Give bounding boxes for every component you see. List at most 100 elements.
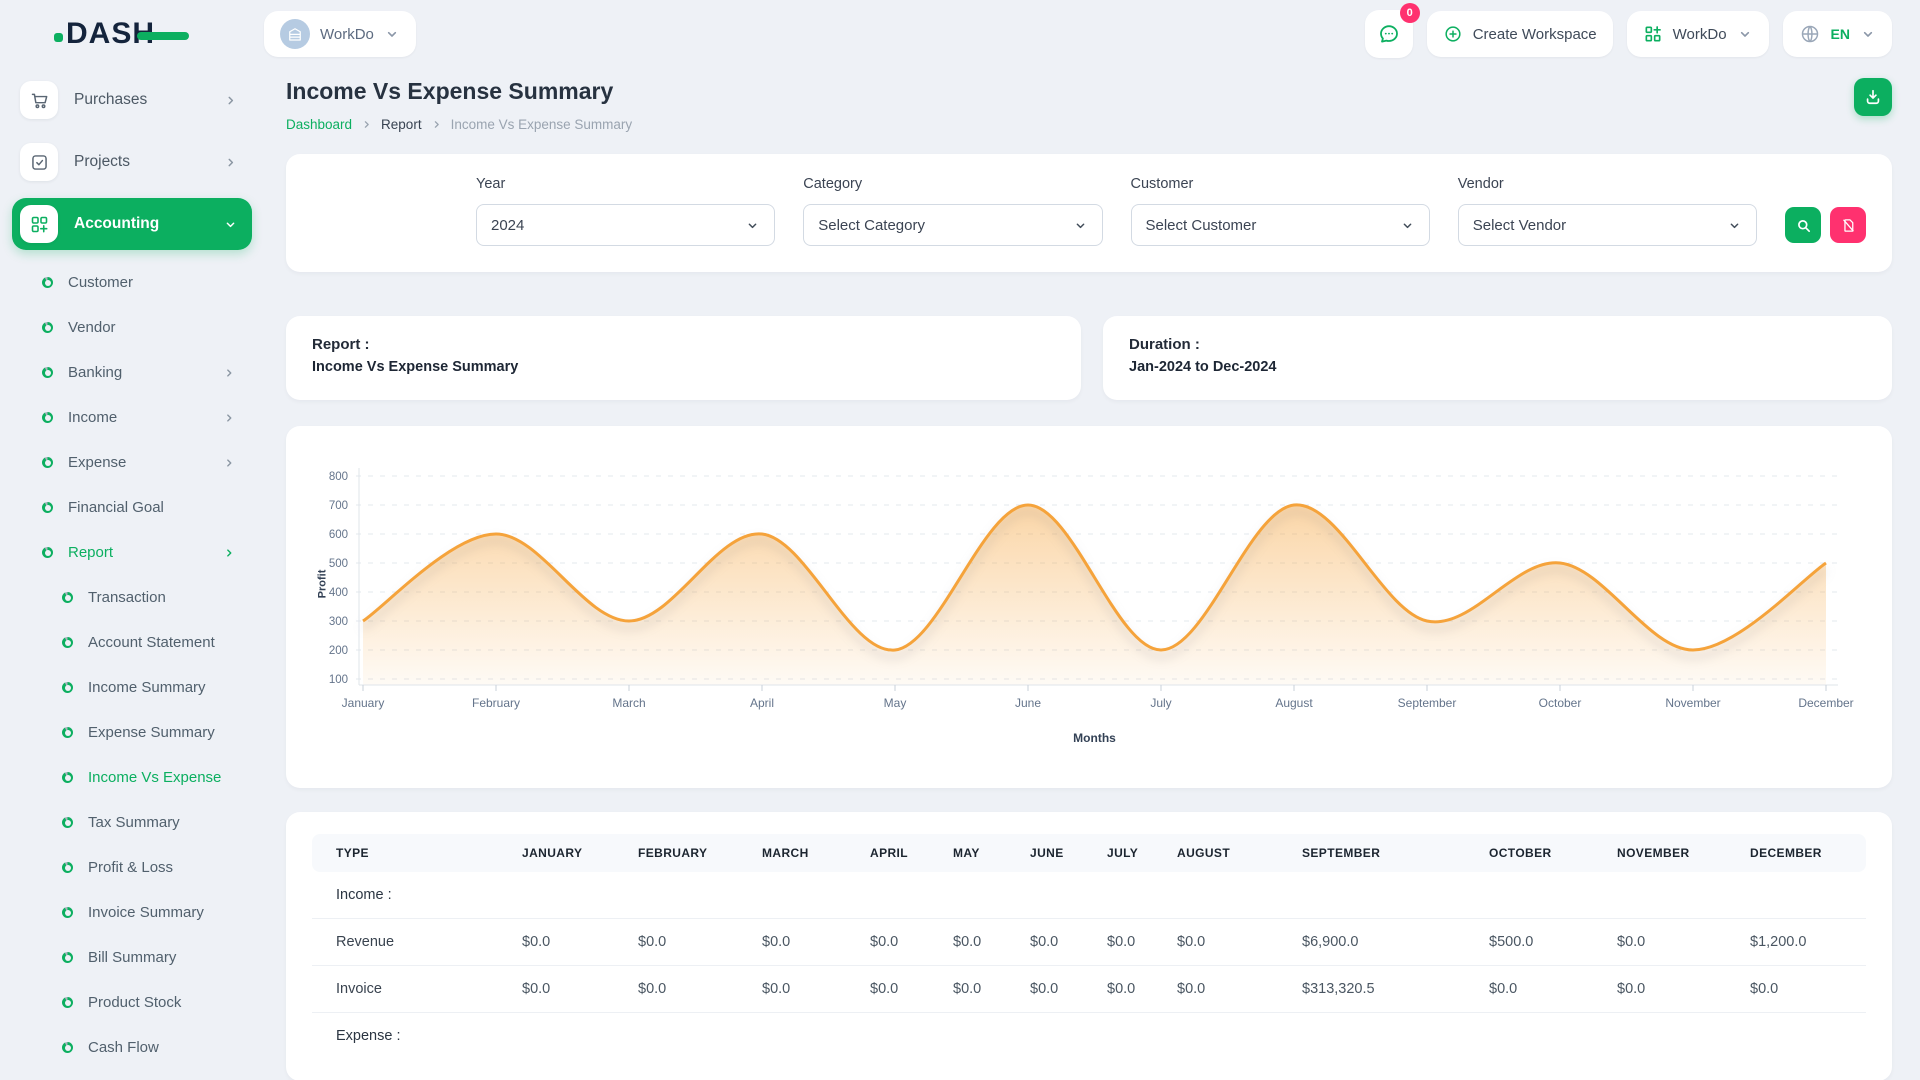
create-workspace-label: Create Workspace: [1473, 26, 1597, 43]
value-cell: $0.0: [754, 919, 862, 966]
value-cell: $0.0: [862, 919, 945, 966]
sidebar-item-banking[interactable]: Banking: [0, 350, 264, 395]
row-type-cell: Revenue: [312, 919, 514, 966]
sidebar-item-accounting[interactable]: Accounting: [12, 198, 252, 250]
chevron-down-icon: [1073, 218, 1088, 233]
svg-text:June: June: [1015, 696, 1041, 710]
value-cell: $1,200.0: [1742, 919, 1866, 966]
header-actions: 0 Create Workspace WorkDo EN: [1365, 10, 1892, 58]
value-cell: $0.0: [1742, 966, 1866, 1013]
sidebar-item-label: Income: [68, 409, 207, 426]
breadcrumb-item[interactable]: Dashboard: [286, 117, 352, 132]
bullet-icon: [42, 502, 53, 513]
sidebar-item-label: Expense Summary: [88, 724, 236, 741]
sidebar-item-income-vs-expense[interactable]: Income Vs Expense: [0, 755, 264, 800]
search-button[interactable]: [1785, 207, 1821, 243]
logo-dot: [54, 33, 63, 42]
sidebar-item-label: Report: [68, 544, 207, 561]
app-menu-button[interactable]: WorkDo: [1627, 11, 1769, 57]
svg-text:May: May: [884, 696, 907, 710]
chevron-right-icon: [223, 155, 238, 170]
sidebar-item-income-summary[interactable]: Income Summary: [0, 665, 264, 710]
messages-button[interactable]: 0: [1365, 10, 1413, 58]
sidebar-item-profit-loss[interactable]: Profit & Loss: [0, 845, 264, 890]
chevron-down-icon: [745, 218, 760, 233]
vendor-select[interactable]: Select Vendor: [1458, 204, 1757, 246]
svg-text:500: 500: [329, 558, 348, 570]
vendor-select-value: Select Vendor: [1473, 217, 1566, 234]
svg-text:August: August: [1275, 696, 1313, 710]
chevron-down-icon: [1400, 218, 1415, 233]
workspace-selector[interactable]: WorkDo: [264, 11, 416, 57]
sidebar-item-expense[interactable]: Expense: [0, 440, 264, 485]
sidebar-item-invoice-summary[interactable]: Invoice Summary: [0, 890, 264, 935]
customer-select[interactable]: Select Customer: [1131, 204, 1430, 246]
chevron-right-icon: [222, 411, 236, 425]
year-filter-label: Year: [476, 176, 775, 192]
svg-text:600: 600: [329, 529, 348, 541]
sidebar-item-icon-box: [20, 143, 58, 181]
sidebar-item-projects[interactable]: Projects: [12, 136, 252, 188]
value-cell: $0.0: [1022, 919, 1099, 966]
sidebar-item-financial-goal[interactable]: Financial Goal: [0, 485, 264, 530]
sidebar-item-transaction[interactable]: Transaction: [0, 575, 264, 620]
download-button[interactable]: [1854, 78, 1892, 116]
sidebar-item-icon-box: [20, 81, 58, 119]
bullet-icon: [42, 322, 53, 333]
chevron-right-icon: [360, 118, 373, 131]
column-header-type: TYPE: [312, 834, 514, 872]
table-row-revenue: Revenue$0.0$0.0$0.0$0.0$0.0$0.0$0.0$0.0$…: [312, 919, 1866, 966]
reset-button[interactable]: [1830, 207, 1866, 243]
sidebar-item-vendor[interactable]: Vendor: [0, 305, 264, 350]
sidebar-item-product-stock[interactable]: Product Stock: [0, 980, 264, 1025]
report-card-title: Report :: [312, 336, 1055, 353]
table-row-invoice: Invoice$0.0$0.0$0.0$0.0$0.0$0.0$0.0$0.0$…: [312, 966, 1866, 1013]
chevron-right-icon: [222, 456, 236, 470]
year-select[interactable]: 2024: [476, 204, 775, 246]
sidebar-item-cash-flow[interactable]: Cash Flow: [0, 1025, 264, 1070]
globe-icon: [1799, 23, 1821, 45]
y-axis-label: Profit: [316, 570, 328, 599]
svg-text:February: February: [472, 696, 520, 710]
sidebar-item-label: Product Stock: [88, 994, 236, 1011]
report-card-value: Income Vs Expense Summary: [312, 359, 1055, 375]
file-slash-icon: [1840, 217, 1857, 234]
category-select-value: Select Category: [818, 217, 925, 234]
sidebar-item-report[interactable]: Report: [0, 530, 264, 575]
income-expense-table-card: TYPEJANUARYFEBRUARYMARCHAPRILMAYJUNEJULY…: [286, 812, 1892, 1080]
sidebar-item-expense-summary[interactable]: Expense Summary: [0, 710, 264, 755]
language-selector[interactable]: EN: [1783, 11, 1892, 57]
sidebar-item-bill-summary[interactable]: Bill Summary: [0, 935, 264, 980]
sidebar-item-account-statement[interactable]: Account Statement: [0, 620, 264, 665]
table-section-label: Income :: [312, 872, 1866, 919]
year-select-value: 2024: [491, 217, 524, 234]
bullet-icon: [62, 862, 73, 873]
breadcrumb-item[interactable]: Report: [381, 117, 422, 132]
column-header-october: OCTOBER: [1481, 834, 1609, 872]
chevron-right-icon: [430, 118, 443, 131]
vendor-filter-label: Vendor: [1458, 176, 1757, 192]
column-header-january: JANUARY: [514, 834, 630, 872]
sidebar-item-tax-summary[interactable]: Tax Summary: [0, 800, 264, 845]
svg-text:January: January: [342, 696, 385, 710]
grid-plus-icon: [1643, 24, 1663, 44]
value-cell: $0.0: [945, 966, 1022, 1013]
table-section-income: Income :: [312, 872, 1866, 919]
sidebar-item-income[interactable]: Income: [0, 395, 264, 440]
sidebar-item-purchases[interactable]: Purchases: [12, 74, 252, 126]
sidebar-item-label: Profit & Loss: [88, 859, 236, 876]
chat-icon: [1377, 22, 1401, 46]
category-select[interactable]: Select Category: [803, 204, 1102, 246]
category-filter-label: Category: [803, 176, 1102, 192]
messages-badge: 0: [1400, 3, 1420, 23]
value-cell: $0.0: [630, 966, 754, 1013]
sidebar: Purchases Projects Accounting CustomerVendo…: [0, 60, 264, 1070]
svg-text:700: 700: [329, 500, 348, 512]
x-axis-label: Months: [363, 731, 1826, 745]
brand-logo: DASH: [66, 17, 155, 51]
column-header-september: SEPTEMBER: [1294, 834, 1481, 872]
chevron-right-icon: [223, 93, 238, 108]
sidebar-item-customer[interactable]: Customer: [0, 260, 264, 305]
page-title: Income Vs Expense Summary: [286, 78, 632, 105]
create-workspace-button[interactable]: Create Workspace: [1427, 11, 1613, 57]
